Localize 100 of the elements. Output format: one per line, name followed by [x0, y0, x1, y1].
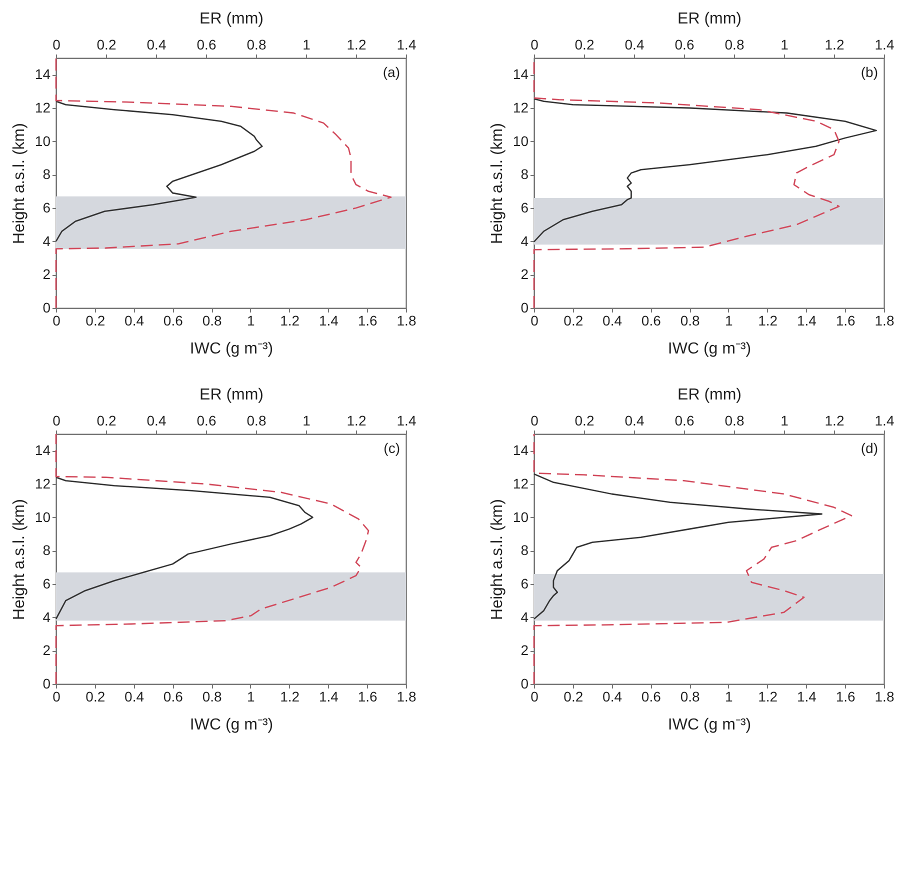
x2-axis-title: ER (mm): [200, 10, 264, 28]
y-tick-label: 12: [34, 100, 51, 116]
x2-tick-label: 0: [530, 412, 539, 428]
x2-tick-label: 0.8: [246, 412, 266, 428]
x-tick-label: 0.4: [602, 688, 622, 704]
x-tick-label: 0.8: [202, 312, 222, 328]
y-tick-label: 10: [512, 132, 529, 149]
y-tick-label: 4: [520, 608, 529, 625]
x2-tick-label: 1: [780, 412, 789, 428]
y-tick-label: 6: [42, 576, 51, 592]
y-axis-title: Height a.s.l. (km): [10, 123, 28, 244]
x-tick-label: 0.4: [124, 312, 144, 328]
x-tick-label: 0.2: [564, 312, 584, 328]
x2-tick-label: 1: [302, 36, 311, 52]
x2-tick-label: 0.2: [96, 36, 116, 52]
x2-tick-label: 0.8: [724, 412, 744, 428]
x-tick-label: 1.4: [318, 688, 339, 704]
x-tick-label: 0.6: [163, 312, 184, 328]
x2-tick-label: 1.2: [824, 36, 844, 52]
x-tick-label: 1.2: [280, 312, 300, 328]
y-tick-label: 14: [512, 442, 529, 458]
annotation: (c): [384, 440, 400, 456]
x-axis-title: IWC (g m⁻³): [190, 716, 274, 734]
y-tick-label: 2: [42, 642, 51, 658]
line-series: [55, 100, 263, 242]
x2-tick-label: 0.6: [674, 412, 694, 428]
x2-axis-title: ER (mm): [678, 10, 742, 28]
y-tick-label: 2: [520, 266, 529, 282]
y-axis-title: Height a.s.l. (km): [10, 499, 28, 620]
y-tick-label: 8: [42, 166, 51, 182]
x2-tick-label: 0.6: [196, 412, 216, 428]
x-tick-label: 1.8: [874, 688, 894, 704]
y-tick-label: 2: [42, 266, 51, 282]
line-series: [533, 473, 822, 620]
x-axis-title: IWC (g m⁻³): [668, 340, 752, 358]
y-tick-label: 4: [520, 232, 529, 249]
y-tick-label: 8: [520, 542, 529, 558]
x2-tick-label: 0: [52, 412, 61, 428]
x-tick-label: 1: [247, 312, 256, 328]
x-tick-label: 1.2: [280, 688, 300, 704]
y-tick-label: 8: [520, 166, 529, 182]
x-axis-title: IWC (g m⁻³): [190, 340, 274, 358]
x2-tick-label: 0: [52, 36, 61, 52]
y-tick-label: 12: [512, 476, 529, 492]
x2-tick-label: 1.2: [824, 412, 844, 428]
x-tick-label: 0.4: [602, 312, 622, 328]
x2-tick-label: 1.2: [346, 412, 366, 428]
x2-tick-label: 1.4: [874, 412, 894, 428]
y-tick-label: 12: [512, 100, 529, 116]
x2-tick-label: 0.2: [574, 36, 594, 52]
x2-tick-label: 0.4: [146, 36, 166, 52]
y-tick-label: 14: [34, 442, 51, 458]
x2-tick-label: 1.4: [874, 36, 894, 52]
x-tick-label: 0.4: [124, 688, 144, 704]
x-tick-label: 1.6: [836, 688, 856, 704]
x2-axis-title: ER (mm): [200, 386, 264, 404]
x2-tick-label: 1: [302, 412, 311, 428]
y-tick-label: 0: [42, 676, 51, 692]
x2-tick-label: 0.8: [724, 36, 744, 52]
y-tick-label: 14: [34, 66, 51, 82]
y-tick-label: 10: [512, 508, 529, 525]
y-tick-label: 0: [520, 676, 529, 692]
x-tick-label: 1: [247, 688, 256, 704]
x-tick-label: 1.8: [874, 312, 894, 328]
y-tick-label: 6: [520, 576, 529, 592]
y-axis-title: Height a.s.l. (km): [488, 123, 506, 244]
x-tick-label: 0.2: [86, 688, 106, 704]
x-tick-label: 0.6: [641, 688, 662, 704]
y-tick-label: 6: [520, 200, 529, 216]
x-tick-label: 0.8: [680, 312, 700, 328]
x-axis-title: IWC (g m⁻³): [668, 716, 752, 734]
y-tick-label: 12: [34, 476, 51, 492]
x-tick-label: 1.6: [358, 688, 378, 704]
y-tick-label: 6: [42, 200, 51, 216]
x2-tick-label: 1.2: [346, 36, 366, 52]
x-tick-label: 1.6: [836, 312, 856, 328]
x2-axis-title: ER (mm): [678, 386, 742, 404]
x-tick-label: 1.6: [358, 312, 378, 328]
x-tick-label: 1: [725, 688, 734, 704]
x2-tick-label: 1.4: [396, 412, 416, 428]
x-tick-label: 0: [52, 688, 61, 704]
x-tick-label: 0: [52, 312, 61, 328]
x2-tick-label: 0.6: [674, 36, 694, 52]
x2-tick-label: 0.6: [196, 36, 216, 52]
x-tick-label: 1.8: [396, 312, 416, 328]
x2-tick-label: 0.4: [624, 412, 644, 428]
annotation: (a): [382, 64, 400, 80]
x-tick-label: 1.2: [758, 312, 778, 328]
x-tick-label: 1.4: [796, 312, 817, 328]
y-tick-label: 4: [42, 608, 51, 625]
x2-tick-label: 1.4: [396, 36, 416, 52]
y-tick-label: 4: [42, 232, 51, 249]
x2-tick-label: 0.4: [146, 412, 166, 428]
y-axis-title: Height a.s.l. (km): [488, 499, 506, 620]
x-tick-label: 1: [725, 312, 734, 328]
x-tick-label: 0: [530, 688, 539, 704]
x2-tick-label: 0: [530, 36, 539, 52]
y-tick-label: 8: [42, 542, 51, 558]
line-series: [55, 476, 314, 620]
line-series: [533, 98, 877, 243]
